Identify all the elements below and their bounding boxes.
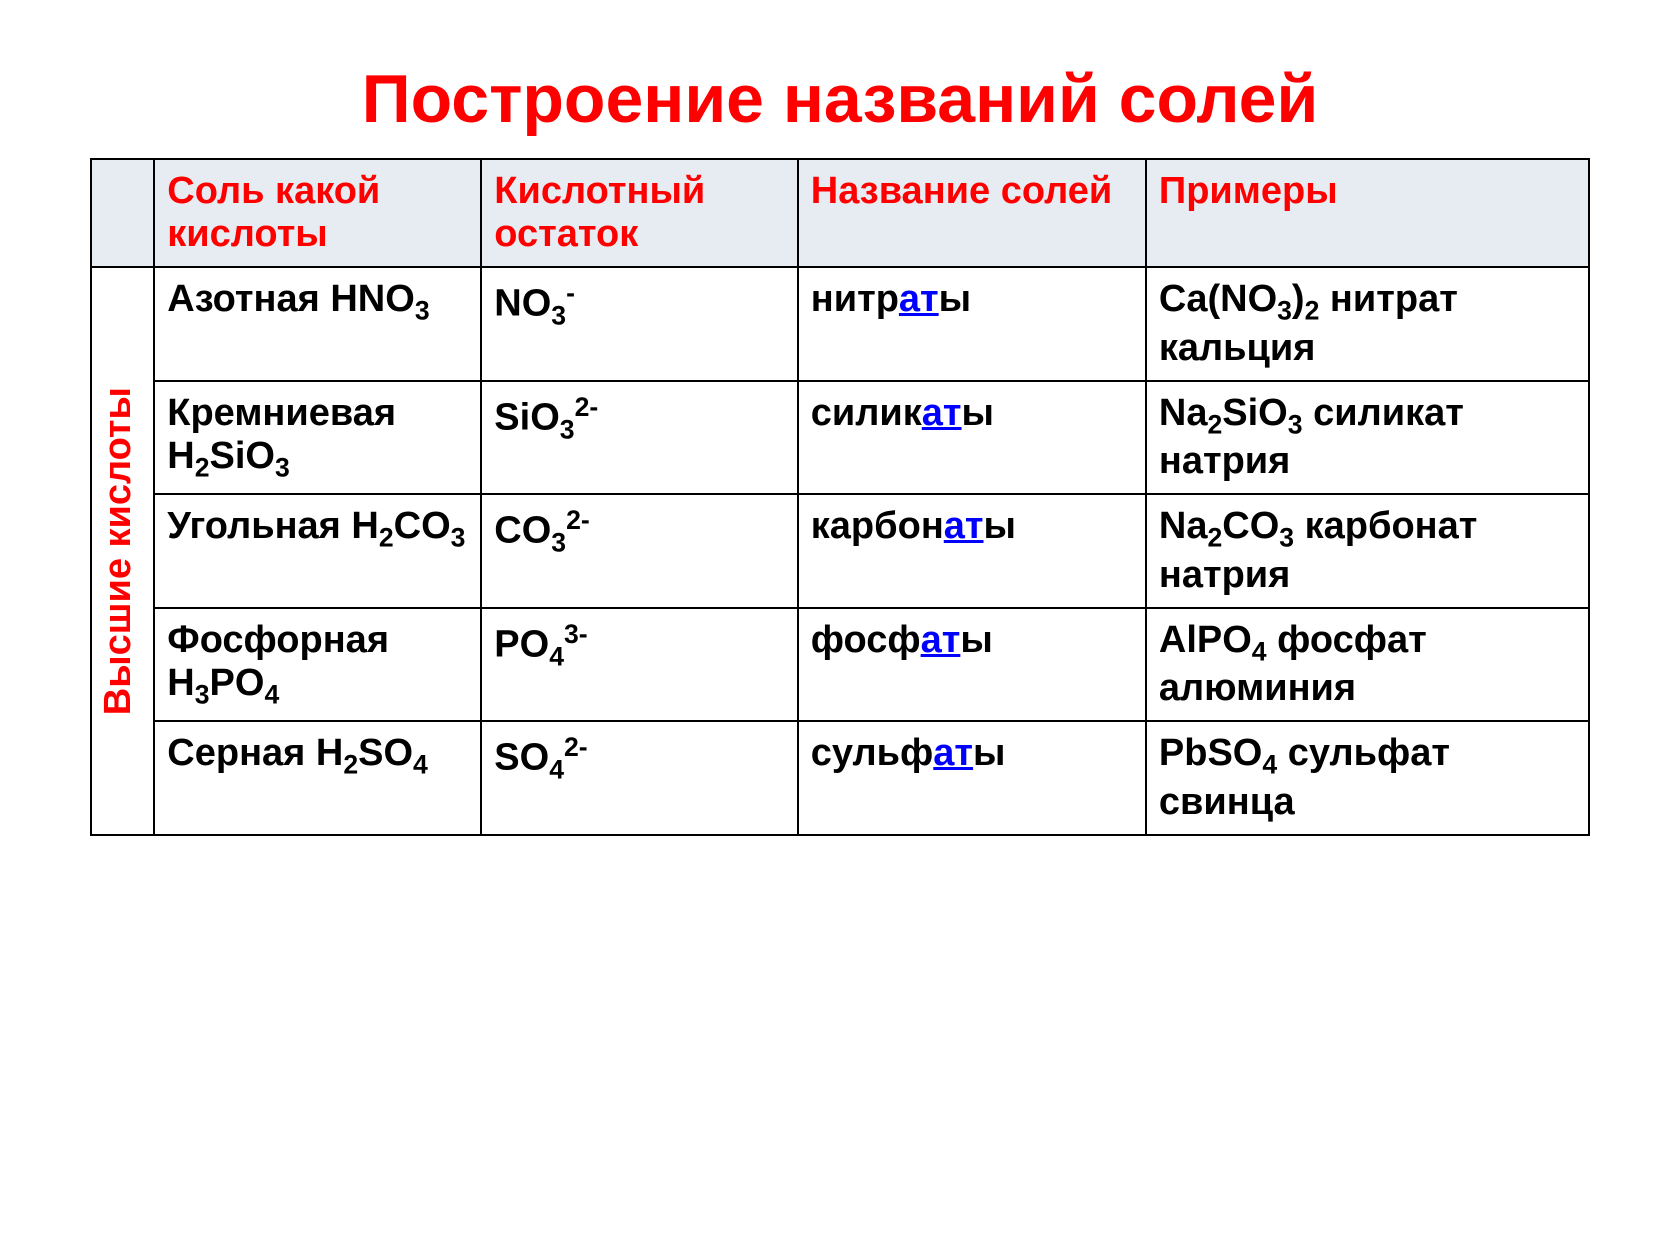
header-corner <box>91 159 154 267</box>
table-row: Серная H2SO4SO42-сульфатыPbSO4 сульфат с… <box>91 721 1589 835</box>
example-cell: PbSO4 сульфат свинца <box>1146 721 1589 835</box>
row-group-label: Высшие кислоты <box>91 267 154 835</box>
table-row: Высшие кислотыАзотная HNO3NO3-нитратыCa(… <box>91 267 1589 381</box>
acid-cell: Кремниевая H2SiO3 <box>154 381 481 495</box>
table-body: Высшие кислотыАзотная HNO3NO3-нитратыCa(… <box>91 267 1589 835</box>
salts-table: Соль какой кислоты Кислотный остаток Наз… <box>90 158 1590 836</box>
residue-cell: SiO32- <box>481 381 797 495</box>
table-row: Угольная H2CO3CO32-карбонатыNa2CO3 карбо… <box>91 494 1589 608</box>
acid-cell: Фосфорная H3PO4 <box>154 608 481 722</box>
header-salt-name: Название солей <box>798 159 1146 267</box>
header-residue: Кислотный остаток <box>481 159 797 267</box>
acid-cell: Азотная HNO3 <box>154 267 481 381</box>
residue-cell: PO43- <box>481 608 797 722</box>
header-row: Соль какой кислоты Кислотный остаток Наз… <box>91 159 1589 267</box>
residue-cell: NO3- <box>481 267 797 381</box>
acid-cell: Серная H2SO4 <box>154 721 481 835</box>
salt-name-cell: фосфаты <box>798 608 1146 722</box>
page-title: Построение названий солей <box>90 60 1590 138</box>
residue-cell: CO32- <box>481 494 797 608</box>
residue-cell: SO42- <box>481 721 797 835</box>
salt-name-cell: силикаты <box>798 381 1146 495</box>
example-cell: Na2CO3 карбонат натрия <box>1146 494 1589 608</box>
acid-cell: Угольная H2CO3 <box>154 494 481 608</box>
header-examples: Примеры <box>1146 159 1589 267</box>
table-row: Фосфорная H3PO4PO43-фосфатыAlPO4 фосфат … <box>91 608 1589 722</box>
example-cell: Na2SiO3 силикат натрия <box>1146 381 1589 495</box>
salt-name-cell: сульфаты <box>798 721 1146 835</box>
table-row: Кремниевая H2SiO3SiO32-силикатыNa2SiO3 с… <box>91 381 1589 495</box>
example-cell: Ca(NO3)2 нитрат кальция <box>1146 267 1589 381</box>
example-cell: AlPO4 фосфат алюминия <box>1146 608 1589 722</box>
salt-name-cell: нитраты <box>798 267 1146 381</box>
salt-name-cell: карбонаты <box>798 494 1146 608</box>
header-acid: Соль какой кислоты <box>154 159 481 267</box>
